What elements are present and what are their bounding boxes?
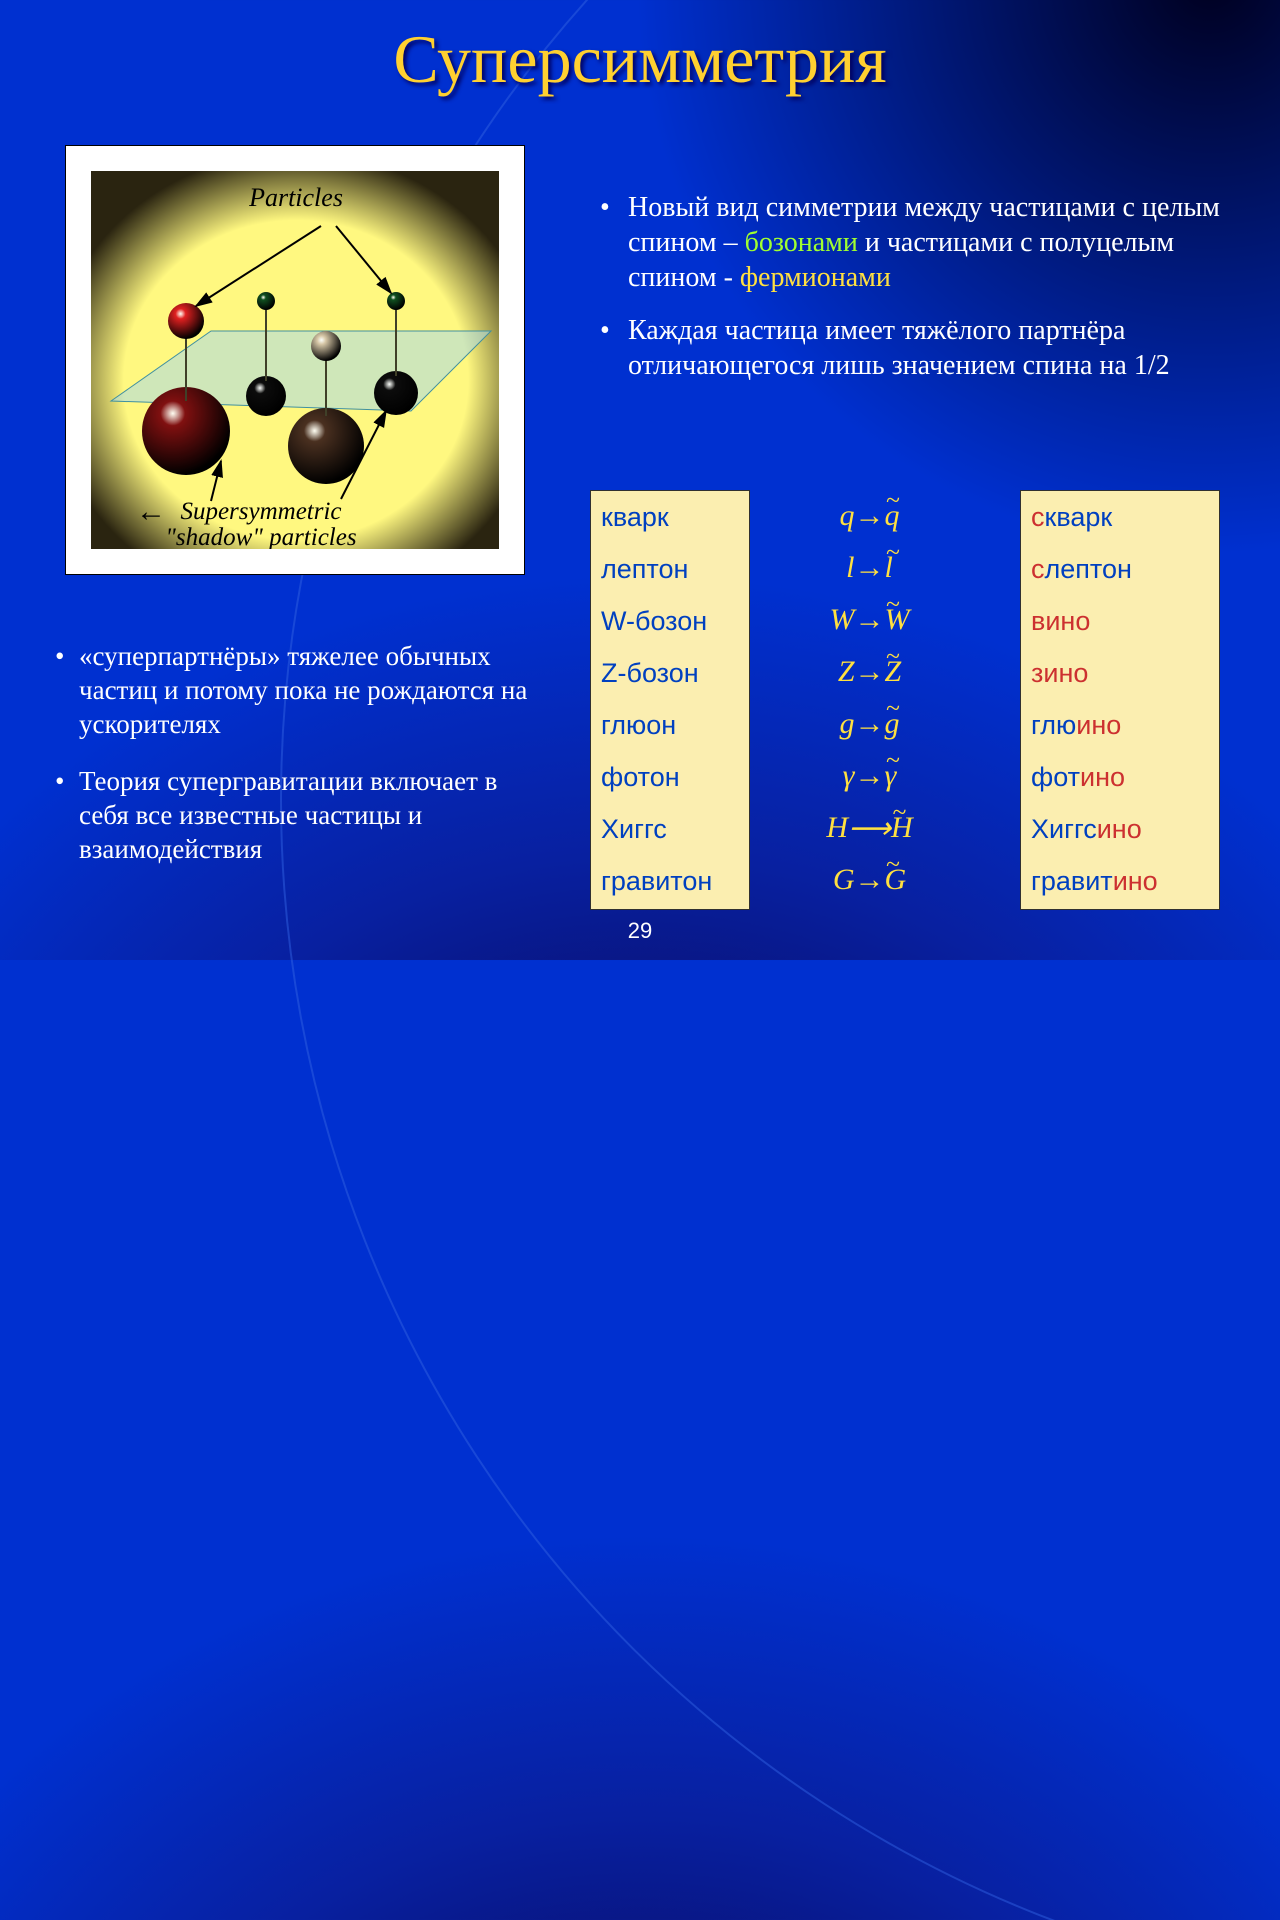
- particles-figure: Particles Supersymmetric"shadow" particle…: [65, 145, 525, 575]
- particle-transition: W → W: [762, 594, 977, 646]
- bullet-partner: Каждая частица имеет тяжёлого партнёра о…: [600, 313, 1240, 383]
- slide-number: 29: [0, 918, 1280, 944]
- bullet-superpartners: «суперпартнёры» тяжелее обычных частиц и…: [55, 640, 545, 741]
- superpartner-name: гравитино: [1021, 855, 1219, 907]
- particle-transition: Z → Z: [762, 646, 977, 698]
- particle-transition: q → q: [762, 490, 977, 542]
- left-bullet-list: «суперпартнёры» тяжелее обычных частиц и…: [55, 640, 545, 891]
- particle-transition: l → l: [762, 542, 977, 594]
- particles-diagram: Particles Supersymmetric"shadow" particle…: [91, 171, 499, 549]
- particle-name: гравитон: [591, 855, 749, 907]
- particle-name: Хиггс: [591, 803, 749, 855]
- superpartner-column: скваркслептонвинозиноглюинофотиноХиггсин…: [1020, 490, 1220, 910]
- slide-title: Суперсимметрия: [0, 20, 1280, 99]
- particle-name: фотон: [591, 751, 749, 803]
- particle-transition: g → g: [762, 698, 977, 750]
- superpartner-name: фотино: [1021, 751, 1219, 803]
- particle-name: кварк: [591, 491, 749, 543]
- superpartner-name: слептон: [1021, 543, 1219, 595]
- particle-name: лептон: [591, 543, 749, 595]
- particle-name: глюон: [591, 699, 749, 751]
- particle-transition: G → G: [762, 854, 977, 906]
- svg-text:←: ←: [136, 495, 166, 528]
- bullet-supergravity: Теория супергравитации включает в себя в…: [55, 765, 545, 866]
- particle-transition: H ⟶ H: [762, 802, 977, 854]
- particle-name: Z-бозон: [591, 647, 749, 699]
- svg-text:"shadow" particles: "shadow" particles: [165, 524, 356, 549]
- right-bullet-list: Новый вид симметрии между частицами с це…: [600, 190, 1240, 401]
- svg-text:Particles: Particles: [248, 183, 343, 212]
- transition-column: q → ql → lW → WZ → Zg → gγ → γH ⟶ HG → G: [762, 490, 977, 910]
- svg-text:Supersymmetric: Supersymmetric: [180, 498, 341, 525]
- bullet-symmetry: Новый вид симметрии между частицами с це…: [600, 190, 1240, 295]
- superpartner-name: скварк: [1021, 491, 1219, 543]
- superpartner-name: Хиггсино: [1021, 803, 1219, 855]
- particle-name: W-бозон: [591, 595, 749, 647]
- particle-transition: γ → γ: [762, 750, 977, 802]
- superpartner-name: зино: [1021, 647, 1219, 699]
- superpartner-name: глюино: [1021, 699, 1219, 751]
- superpartner-name: вино: [1021, 595, 1219, 647]
- particle-column: кварклептонW-бозонZ-бозонглюонфотонХиггс…: [590, 490, 750, 910]
